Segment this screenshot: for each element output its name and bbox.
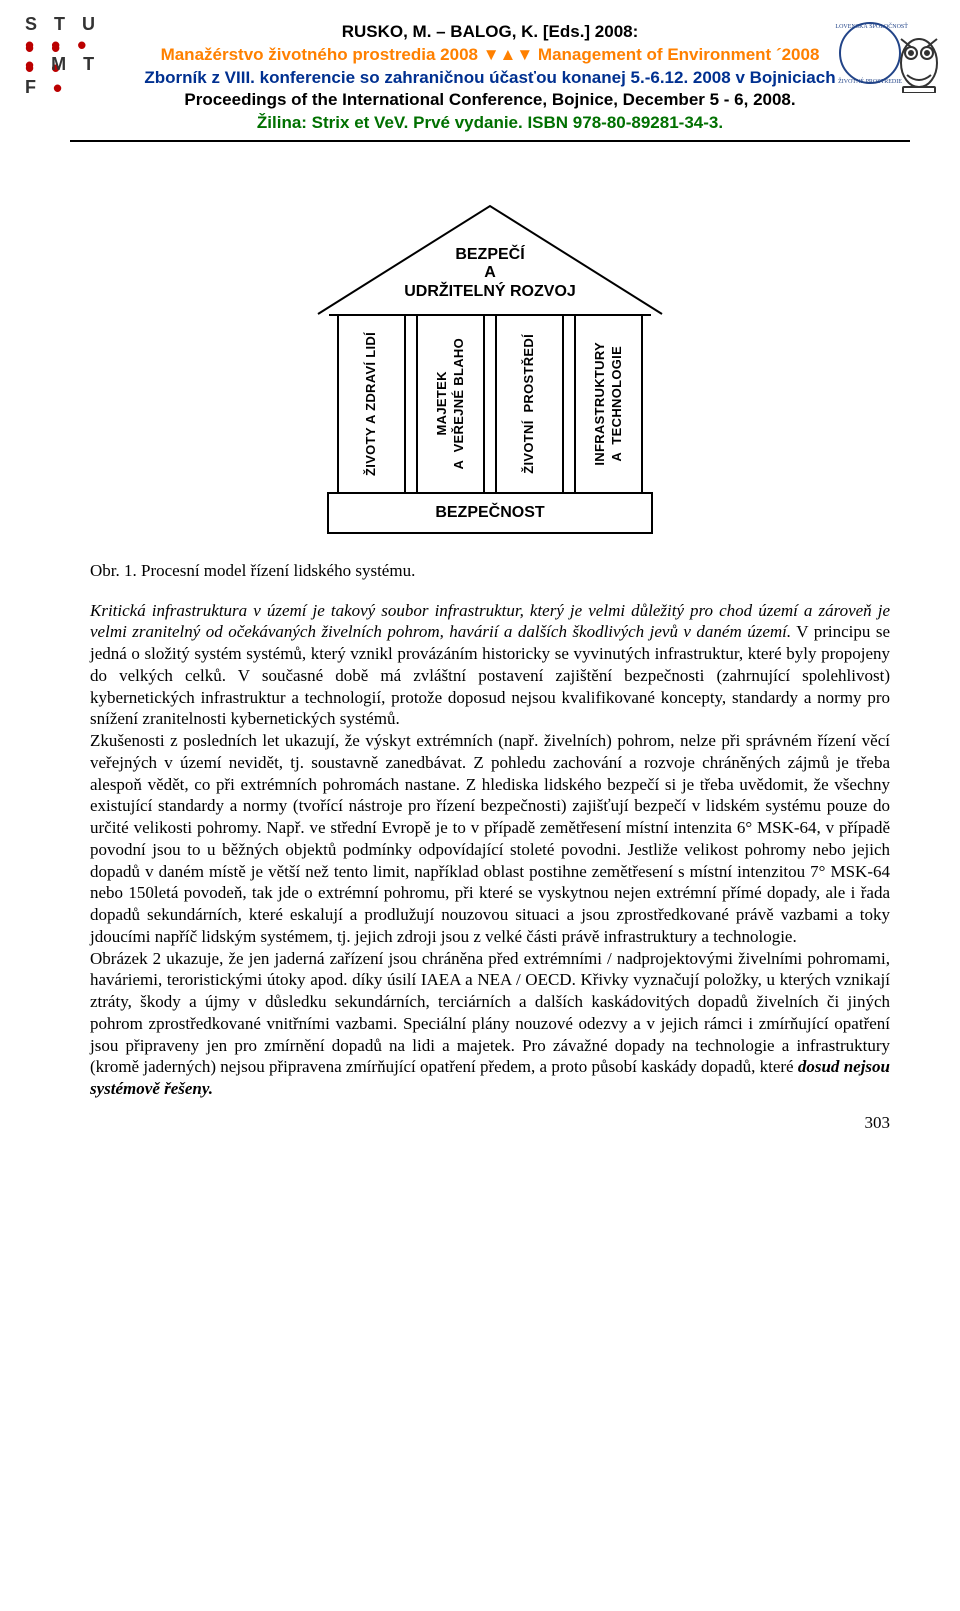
roof-line1: BEZPEČÍ bbox=[455, 246, 524, 263]
figure-pillars: ŽIVOTY A ZDRAVÍ LIDÍ MAJETEK A VEŘEJNÉ B… bbox=[329, 314, 651, 492]
para-2: Zkušenosti z posledních let ukazují, že … bbox=[90, 730, 890, 948]
pillar-1: ŽIVOTY A ZDRAVÍ LIDÍ bbox=[337, 316, 406, 492]
para-3: Obrázek 2 ukazuje, že jen jaderná zaříze… bbox=[90, 948, 890, 1100]
header-citation: RUSKO, M. – BALOG, K. [Eds.] 2008: Manaž… bbox=[90, 21, 890, 134]
para-1: Kritická infrastruktura v území je takov… bbox=[90, 600, 890, 731]
header-line-3: Zborník z VIII. konferencie so zahraničn… bbox=[90, 67, 890, 89]
roof-line3: UDRŽITELNÝ ROZVOJ bbox=[404, 283, 576, 300]
pillar-2: MAJETEK A VEŘEJNÉ BLAHO bbox=[416, 316, 485, 492]
body-text: Kritická infrastruktura v území je takov… bbox=[90, 600, 890, 1100]
figure-1: BEZPEČÍ A UDRŽITELNÝ ROZVOJ ŽIVOTY A ZDR… bbox=[90, 202, 890, 534]
pillar-4: INFRASTRUKTURY A TECHNOLOGIE bbox=[574, 316, 643, 492]
logo-stu: S T U • • • • • • • • M T F • bbox=[25, 13, 117, 85]
pillar-3: ŽIVOTNÍ PROSTŘEDÍ bbox=[495, 316, 564, 492]
header-line-4: Proceedings of the International Confere… bbox=[90, 89, 890, 111]
header-line-5: Žilina: Strix et VeV. Prvé vydanie. ISBN… bbox=[90, 112, 890, 134]
header-line-1: RUSKO, M. – BALOG, K. [Eds.] 2008: bbox=[90, 21, 890, 43]
logo-owl: SLOVENSKÁ SPOLOČNOSŤ ŽIVOTNÉ PROSTREDIE bbox=[835, 13, 945, 93]
page-header: S T U • • • • • • • • M T F • SLOVENSKÁ … bbox=[90, 21, 890, 142]
svg-text:ŽIVOTNÉ PROSTREDIE: ŽIVOTNÉ PROSTREDIE bbox=[838, 77, 902, 85]
figure-1-caption: Obr. 1. Procesní model řízení lidského s… bbox=[90, 560, 890, 582]
svg-text:SLOVENSKÁ SPOLOČNOSŤ: SLOVENSKÁ SPOLOČNOSŤ bbox=[835, 22, 908, 30]
figure-base: BEZPEČNOST bbox=[327, 492, 653, 534]
header-line-2: Manažérstvo životného prostredia 2008 ▼▲… bbox=[90, 44, 890, 66]
page-number: 303 bbox=[865, 1112, 891, 1134]
roof-line2: A bbox=[484, 264, 496, 281]
header-rule bbox=[70, 140, 910, 142]
figure-roof: BEZPEČÍ A UDRŽITELNÝ ROZVOJ bbox=[310, 202, 670, 314]
